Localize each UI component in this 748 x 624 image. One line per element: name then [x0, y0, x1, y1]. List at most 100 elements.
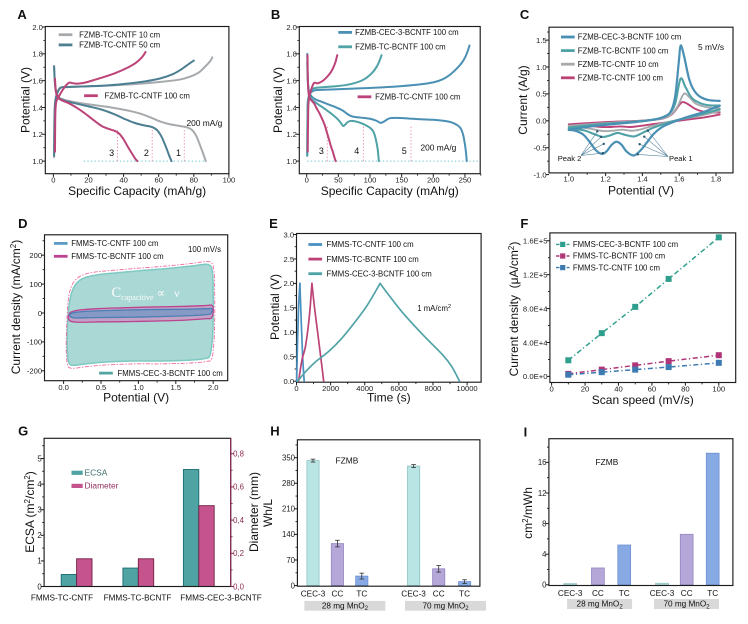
svg-text:2.5: 2.5: [284, 255, 295, 264]
svg-text:FZMB-TC-CNTF 100 cm: FZMB-TC-CNTF 100 cm: [375, 93, 460, 102]
svg-text:50: 50: [334, 176, 342, 185]
svg-text:Potential (V): Potential (V): [268, 274, 282, 340]
svg-text:H: H: [270, 424, 279, 439]
svg-text:1.0: 1.0: [32, 157, 43, 166]
svg-text:I: I: [524, 424, 528, 439]
svg-text:Time (s): Time (s): [367, 391, 411, 405]
svg-text:FZMB-TC-CNTF 100 cm: FZMB-TC-CNTF 100 cm: [578, 74, 663, 83]
svg-text:2: 2: [144, 148, 149, 158]
svg-text:1.0: 1.0: [284, 328, 295, 337]
svg-text:0,8: 0,8: [233, 450, 244, 459]
svg-text:FMMS-CEC-3-BCNTF: FMMS-CEC-3-BCNTF: [180, 593, 261, 602]
svg-text:0.0: 0.0: [536, 117, 547, 126]
svg-text:150: 150: [395, 176, 408, 185]
svg-text:1.6: 1.6: [286, 76, 297, 85]
svg-text:FMMS-TC-CNTF 100 cm: FMMS-TC-CNTF 100 cm: [327, 240, 414, 249]
svg-text:4.0E+4: 4.0E+4: [523, 338, 548, 347]
svg-text:ECSA: ECSA: [85, 468, 108, 478]
svg-text:B: B: [271, 7, 280, 22]
svg-text:5: 5: [402, 146, 407, 156]
svg-text:FMMS-CEC-3-BCNTF 100 cm: FMMS-CEC-3-BCNTF 100 cm: [573, 240, 678, 249]
svg-text:1.0: 1.0: [133, 383, 144, 392]
svg-text:F: F: [520, 216, 528, 231]
svg-text:60: 60: [648, 385, 657, 394]
svg-text:E: E: [269, 216, 278, 231]
svg-text:Specific Capacity (mAh/g): Specific Capacity (mAh/g): [68, 184, 206, 198]
svg-text:FMMS-TC-CNTF 100 cm: FMMS-TC-CNTF 100 cm: [573, 263, 660, 272]
svg-text:3: 3: [319, 146, 324, 156]
svg-text:0,0: 0,0: [233, 582, 245, 591]
svg-text:1.2E+5: 1.2E+5: [523, 270, 548, 279]
svg-text:70 mg MnO2: 70 mg MnO2: [663, 600, 710, 611]
svg-text:1.4: 1.4: [286, 103, 297, 112]
svg-text:TC: TC: [356, 589, 367, 598]
svg-text:0: 0: [542, 581, 547, 590]
svg-text:5 mV/s: 5 mV/s: [698, 42, 724, 52]
svg-text:-100: -100: [27, 338, 42, 347]
svg-text:1.5: 1.5: [284, 304, 295, 313]
svg-text:2: 2: [37, 531, 41, 540]
svg-text:1.6: 1.6: [674, 174, 685, 183]
svg-text:CEC-3: CEC-3: [650, 589, 675, 598]
svg-text:3.0: 3.0: [284, 230, 295, 239]
svg-text:FMMS-TC-BCNTF 100 cm: FMMS-TC-BCNTF 100 cm: [71, 252, 163, 261]
svg-text:0: 0: [291, 581, 296, 590]
svg-text:-1.0: -1.0: [534, 170, 547, 179]
svg-text:1: 1: [176, 148, 181, 158]
svg-text:4: 4: [542, 550, 547, 559]
svg-text:1.2: 1.2: [286, 130, 297, 139]
svg-text:CEC-3: CEC-3: [301, 589, 326, 598]
svg-text:250: 250: [459, 176, 472, 185]
svg-text:FZMB-TC-CNTF 10 cm: FZMB-TC-CNTF 10 cm: [79, 30, 160, 39]
svg-text:Scan speed (mV/s): Scan speed (mV/s): [592, 393, 694, 407]
svg-text:Current density (μA/cm2): Current density (μA/cm2): [507, 242, 521, 377]
svg-text:TC: TC: [707, 589, 718, 598]
svg-text:0,6: 0,6: [233, 483, 244, 492]
svg-text:G: G: [18, 424, 28, 439]
svg-text:20: 20: [581, 385, 590, 394]
svg-text:Peak 1: Peak 1: [669, 154, 693, 163]
svg-text:2.0: 2.0: [284, 279, 295, 288]
svg-text:200 mA/g: 200 mA/g: [420, 142, 456, 152]
svg-text:FZMB-TC-CNTF 10 cm: FZMB-TC-CNTF 10 cm: [578, 60, 659, 69]
svg-text:0: 0: [305, 176, 309, 185]
svg-text:28 mg MnO2: 28 mg MnO2: [577, 600, 624, 611]
svg-text:1.0: 1.0: [536, 63, 547, 72]
svg-text:0.5: 0.5: [96, 383, 107, 392]
svg-text:70: 70: [286, 556, 295, 565]
svg-text:Diameter (mm): Diameter (mm): [247, 472, 261, 552]
svg-text:ECSA (m2/cm2): ECSA (m2/cm2): [23, 471, 37, 553]
svg-text:20: 20: [84, 176, 92, 185]
svg-text:D: D: [18, 216, 27, 231]
svg-text:Potential (V): Potential (V): [271, 67, 285, 133]
svg-text:0.5: 0.5: [536, 90, 547, 99]
svg-text:4: 4: [354, 146, 359, 156]
svg-text:FMMS-TC-CNTF: FMMS-TC-CNTF: [31, 593, 93, 602]
svg-text:100: 100: [29, 280, 42, 289]
svg-text:Current density (mA/cm2): Current density (mA/cm2): [9, 240, 23, 374]
svg-text:CC: CC: [433, 589, 445, 598]
svg-text:Potential (V): Potential (V): [19, 67, 33, 133]
svg-text:200: 200: [427, 176, 440, 185]
svg-text:cm2/mWh: cm2/mWh: [521, 487, 535, 539]
svg-text:Potential (V): Potential (V): [103, 391, 169, 405]
svg-text:1.0: 1.0: [286, 157, 297, 166]
svg-text:0: 0: [38, 309, 42, 318]
svg-text:2.0: 2.0: [286, 23, 297, 32]
svg-text:-200: -200: [27, 367, 42, 376]
svg-text:100 mV/s: 100 mV/s: [188, 245, 221, 254]
svg-text:FMMS-CEC-3-BCNTF 100 cm: FMMS-CEC-3-BCNTF 100 cm: [118, 369, 223, 378]
svg-text:100: 100: [364, 176, 377, 185]
svg-text:FMMS-TC-BCNTF 100 cm: FMMS-TC-BCNTF 100 cm: [573, 252, 665, 261]
svg-text:Diameter: Diameter: [85, 481, 119, 491]
svg-text:0.0: 0.0: [284, 377, 295, 386]
svg-text:FZMB: FZMB: [336, 456, 359, 466]
svg-text:FZMB-TC-BCNTF 100 cm: FZMB-TC-BCNTF 100 cm: [355, 43, 446, 52]
svg-text:8.0E+4: 8.0E+4: [523, 304, 548, 313]
svg-text:0.5: 0.5: [284, 353, 295, 362]
svg-text:0,4: 0,4: [233, 516, 245, 525]
svg-text:0: 0: [549, 385, 553, 394]
svg-text:Peak 2: Peak 2: [558, 154, 582, 163]
svg-text:1 mA/cm2: 1 mA/cm2: [417, 304, 451, 313]
svg-text:FMMS-TC-CNTF 100 cm: FMMS-TC-CNTF 100 cm: [71, 239, 158, 248]
